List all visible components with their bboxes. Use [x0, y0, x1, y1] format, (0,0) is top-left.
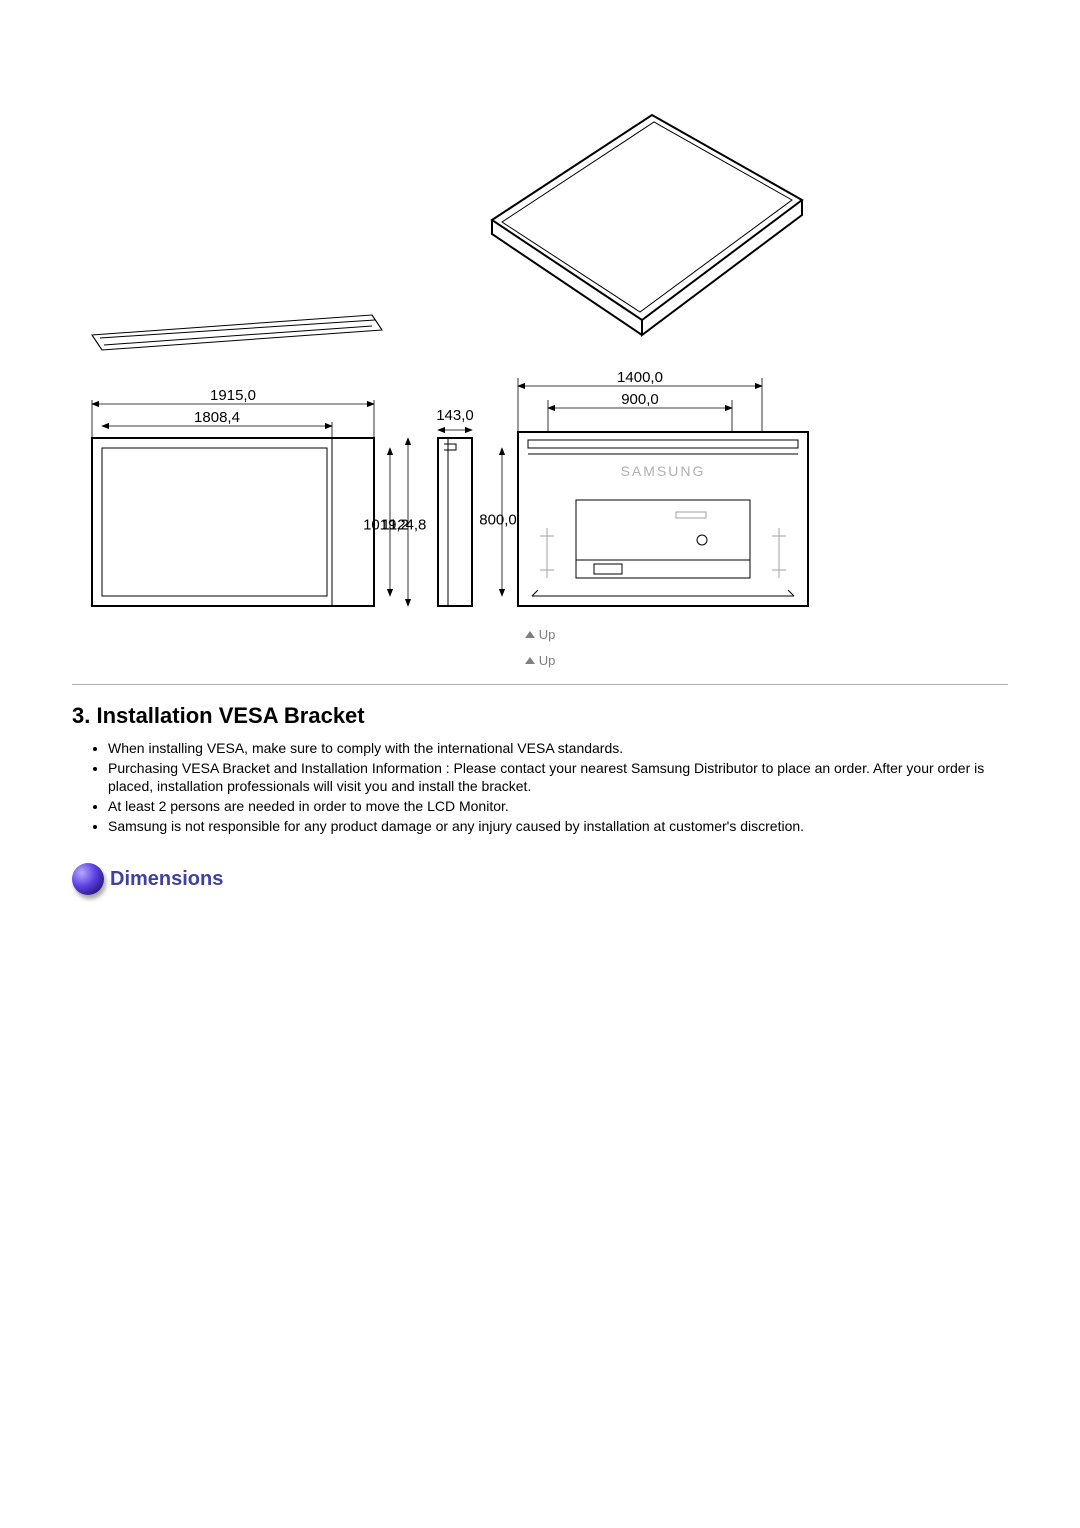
- dimension-figure: 1915,0 1808,4 1019,2 1124,8 143,0: [72, 60, 1008, 620]
- dim-vesa-w: 1400,0: [617, 369, 663, 386]
- list-item: At least 2 persons are needed in order t…: [108, 797, 1008, 815]
- rear-view: 1400,0 900,0 800,0 SAMSUNG: [479, 369, 808, 606]
- brand-label: SAMSUNG: [621, 463, 706, 479]
- instruction-list: When installing VESA, make sure to compl…: [108, 739, 1008, 835]
- dim-vesa-inner-w: 900,0: [621, 391, 659, 408]
- oblique-top-view: [92, 315, 382, 350]
- side-view: 143,0: [436, 407, 474, 606]
- section-heading: 3. Installation VESA Bracket: [72, 703, 1008, 729]
- dim-vesa-h: 800,0: [479, 512, 517, 529]
- up-label: Up: [539, 653, 556, 668]
- dimensions-subhead: Dimensions: [110, 868, 223, 891]
- dim-outer-height: 1124,8: [382, 517, 427, 534]
- dim-outer-width: 1915,0: [210, 387, 256, 404]
- list-item: When installing VESA, make sure to compl…: [108, 739, 1008, 757]
- up-triangle-icon: [525, 657, 535, 664]
- section-divider: [72, 684, 1008, 685]
- list-item: Samsung is not responsible for any produ…: [108, 817, 1008, 835]
- up-label: Up: [539, 627, 556, 642]
- up-link-1[interactable]: Up: [72, 624, 1008, 646]
- dimensions-heading-row: Dimensions: [72, 863, 1008, 895]
- dim-inner-width: 1808,4: [194, 409, 240, 426]
- list-item: Purchasing VESA Bracket and Installation…: [108, 759, 1008, 795]
- up-triangle-icon: [525, 631, 535, 638]
- sphere-bullet-icon: [72, 863, 104, 895]
- up-link-2[interactable]: Up: [72, 650, 1008, 672]
- dim-depth: 143,0: [436, 407, 474, 424]
- isometric-view: [492, 115, 802, 335]
- front-view: 1915,0 1808,4 1019,2 1124,8: [92, 387, 426, 606]
